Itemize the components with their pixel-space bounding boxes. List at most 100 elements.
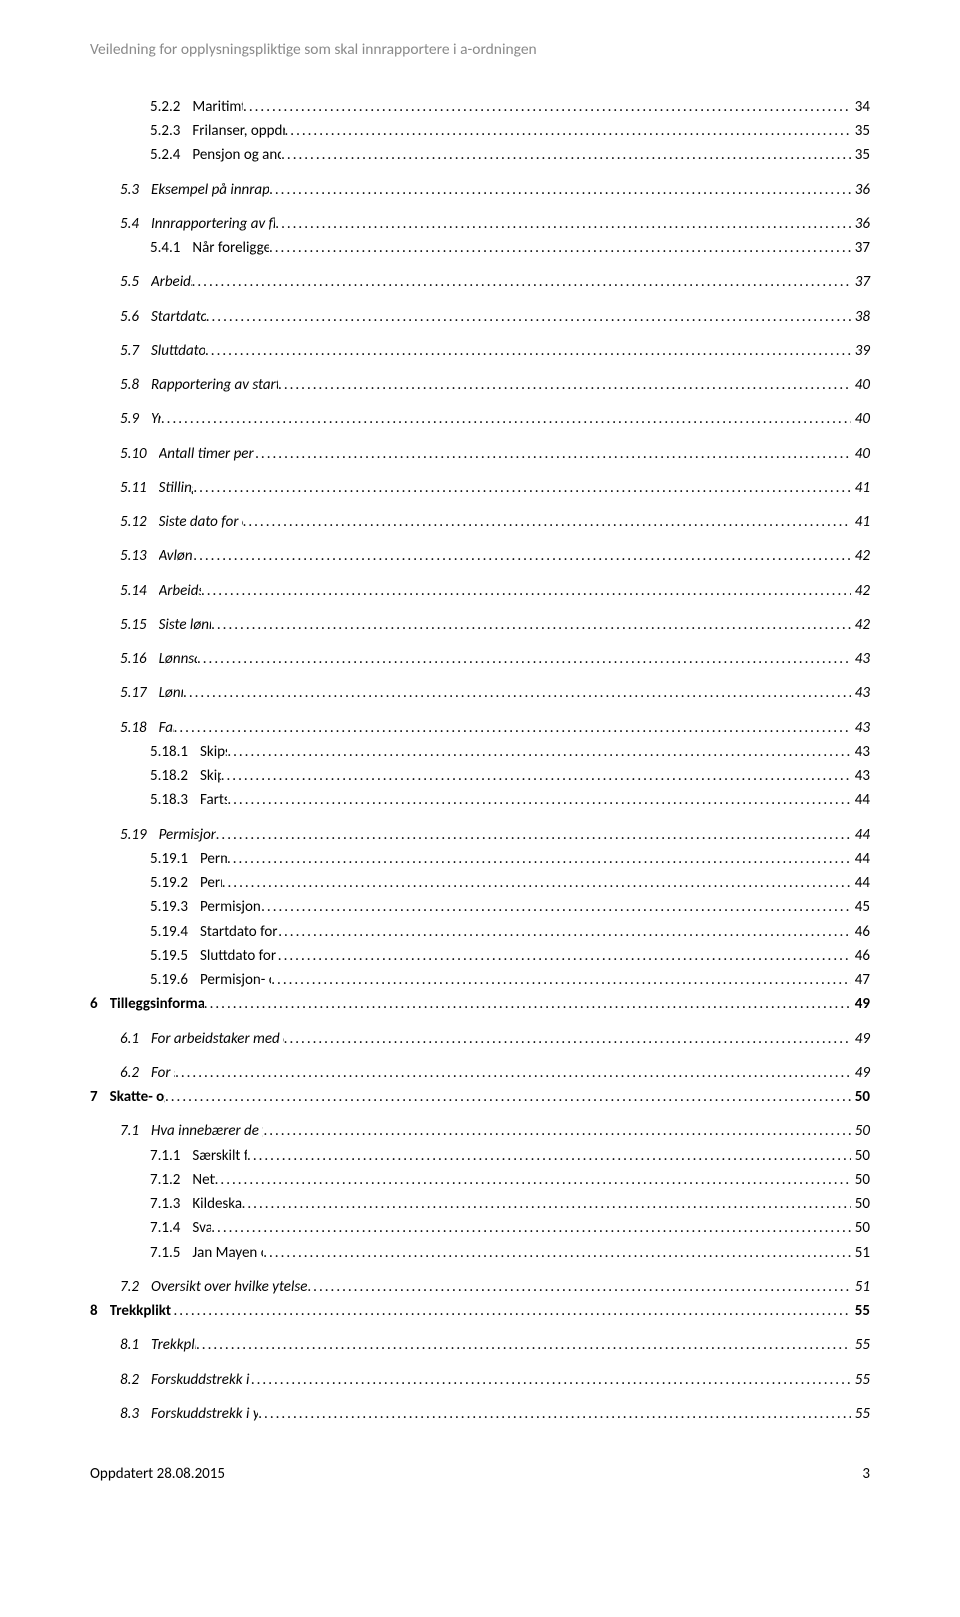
toc-page: 55 <box>851 1335 870 1355</box>
toc-leader-dots <box>269 238 851 258</box>
toc-leader-dots <box>269 180 851 200</box>
toc-page: 50 <box>851 1218 870 1238</box>
toc-entry: 5.2.4Pensjon og andre ytelser uten arbei… <box>90 145 870 165</box>
toc-leader-dots <box>221 766 851 786</box>
toc-leader-dots <box>211 1218 851 1238</box>
toc-entry: 5.2.3Frilanser, oppdragstaker, honorar p… <box>90 121 870 141</box>
toc-title: Skatte- og avgiftsregler <box>110 1087 165 1107</box>
toc-page: 49 <box>851 1029 870 1049</box>
toc-number: 7.1.4 <box>150 1218 192 1238</box>
footer-page-number: 3 <box>862 1464 870 1484</box>
toc-number: 5.18 <box>120 718 159 738</box>
toc-entry: 5.9Yrke40 <box>90 409 870 429</box>
toc-page: 49 <box>851 994 870 1014</box>
toc-page: 44 <box>851 790 870 810</box>
toc-title: Fartøy <box>159 718 174 738</box>
toc-number: 8.3 <box>120 1404 151 1424</box>
toc-entry: 5.19.2Permisjon44 <box>90 873 870 893</box>
toc-number: 5.16 <box>120 649 159 669</box>
toc-title: Startdato for permisjon og permittering <box>200 922 278 942</box>
toc-page: 55 <box>851 1404 870 1424</box>
toc-leader-dots <box>227 790 850 810</box>
toc-entry: 5.18Fartøy43 <box>90 718 870 738</box>
toc-page: 50 <box>851 1146 870 1166</box>
toc-leader-dots <box>215 1170 851 1190</box>
toc-number: 5.19 <box>120 825 159 845</box>
toc-leader-dots <box>227 742 850 762</box>
toc-number: 5.4 <box>120 214 151 234</box>
toc-page: 36 <box>851 180 870 200</box>
toc-entry: 5.19.6Permisjon- og permitteringsprosent… <box>90 970 870 990</box>
toc-page: 50 <box>851 1194 870 1214</box>
toc-leader-dots <box>183 683 851 703</box>
toc-title: Permisjon <box>200 873 222 893</box>
toc-title: Yrke <box>151 409 161 429</box>
toc-title: Nettolønn <box>192 1170 214 1190</box>
toc-number: 5.19.1 <box>150 849 200 869</box>
toc-leader-dots <box>193 478 850 498</box>
toc-title: Kildeskatt på pensjoner <box>192 1194 241 1214</box>
toc-number: 6.2 <box>120 1063 151 1083</box>
toc-title: Arbeidstidsordning <box>159 581 201 601</box>
toc-title: Fartsområde <box>200 790 227 810</box>
toc-title: Sluttdato for permisjon og permittering <box>200 946 278 966</box>
toc-page: 50 <box>851 1087 870 1107</box>
toc-page: 40 <box>851 444 870 464</box>
toc-title: Startdato arbeidsforhold <box>151 307 206 327</box>
toc-title: Permisjon og permittering <box>159 825 216 845</box>
toc-title: Permisjon- og permitteringsprosent <box>200 970 271 990</box>
toc-leader-dots <box>193 546 850 566</box>
toc-title: For sjøfolk <box>151 1063 175 1083</box>
toc-title: For arbeidstaker med opphold på Svalbard… <box>151 1029 284 1049</box>
footer-updated: Oppdatert 28.08.2015 <box>90 1464 225 1484</box>
toc-leader-dots <box>284 1029 851 1049</box>
toc-number: 6.1 <box>120 1029 151 1049</box>
toc-entry: 7Skatte- og avgiftsregler50 <box>90 1087 870 1107</box>
toc-number: 5.19.4 <box>150 922 200 942</box>
toc-number: 5.17 <box>120 683 159 703</box>
toc-page: 35 <box>851 121 870 141</box>
toc-title: Permisjon- og permitteringsID <box>200 897 261 917</box>
toc-number: 5.2.4 <box>150 145 192 165</box>
table-of-contents: 5.2.2Maritimt arbeidsforhold345.2.3Frila… <box>90 97 870 1424</box>
toc-title: Siste dato for endring av stillingsprose… <box>159 512 243 532</box>
toc-number: 8 <box>90 1301 110 1321</box>
toc-page: 37 <box>851 238 870 258</box>
toc-entry: 7.1.3Kildeskatt på pensjoner 50 <box>90 1194 870 1214</box>
toc-page: 43 <box>851 742 870 762</box>
toc-title: Lønnsansiennitet <box>159 649 197 669</box>
toc-leader-dots <box>243 97 851 117</box>
toc-page: 43 <box>851 766 870 786</box>
toc-page: 34 <box>851 97 870 117</box>
toc-leader-dots <box>196 1335 851 1355</box>
toc-entry: 5.19Permisjon og permittering44 <box>90 825 870 845</box>
toc-entry: 5.5ArbeidsforholdsID37 <box>90 272 870 292</box>
toc-page: 40 <box>851 375 870 395</box>
toc-entry: 5.15Siste lønnsendringsdato42 <box>90 615 870 635</box>
toc-number: 7.1.3 <box>150 1194 192 1214</box>
toc-number: 5.12 <box>120 512 159 532</box>
toc-page: 50 <box>851 1170 870 1190</box>
toc-number: 7.1 <box>120 1121 151 1141</box>
toc-entry: 6.1For arbeidstaker med opphold på Svalb… <box>90 1029 870 1049</box>
toc-title: Antall timer per uke som en full stillin… <box>159 444 256 464</box>
toc-page: 35 <box>851 145 870 165</box>
toc-title: Siste lønnsendringsdato <box>159 615 212 635</box>
toc-page: 46 <box>851 946 870 966</box>
toc-leader-dots <box>278 922 851 942</box>
toc-title: Skipsregister <box>200 742 227 762</box>
toc-entry: 5.10Antall timer per uke som en full sti… <box>90 444 870 464</box>
toc-title: Frilanser, oppdragstaker, honorar person… <box>192 121 284 141</box>
toc-page: 37 <box>851 272 870 292</box>
toc-number: 7.1.2 <box>150 1170 192 1190</box>
toc-leader-dots <box>211 615 851 635</box>
toc-page: 43 <box>851 649 870 669</box>
toc-number: 5.2.3 <box>150 121 192 141</box>
toc-number: 7.1.5 <box>150 1243 192 1263</box>
toc-leader-dots <box>243 512 851 532</box>
toc-entry: 7.1Hva innebærer de forskjellige skatte-… <box>90 1121 870 1141</box>
toc-entry: 7.1.2Nettolønn 50 <box>90 1170 870 1190</box>
toc-title: Særskilt fradrag for sjøfolk <box>192 1146 247 1166</box>
toc-title: Oversikt over hvilke ytelser som kan fal… <box>151 1277 307 1297</box>
toc-title: Permittering <box>200 849 227 869</box>
